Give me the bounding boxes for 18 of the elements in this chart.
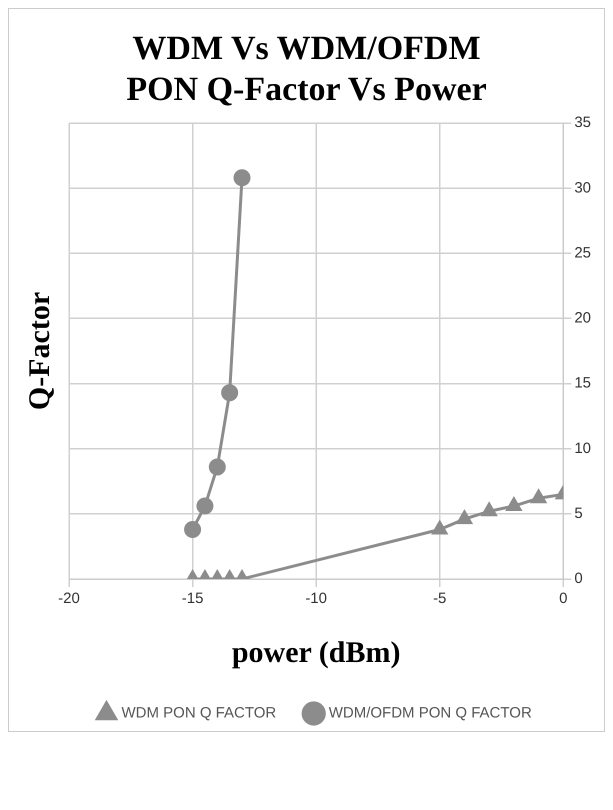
x-tick-label: -15 <box>182 590 204 607</box>
x-tick-label: -10 <box>305 590 327 607</box>
y-tick-label: 25 <box>574 244 592 262</box>
y-tick-label: 15 <box>574 374 592 392</box>
y-tick-label: 20 <box>574 309 592 326</box>
legend-label: WDM PON Q FACTOR <box>122 704 276 722</box>
y-tick-label: 10 <box>574 439 592 456</box>
x-tick-label: -20 <box>58 590 80 607</box>
x-axis-title: power (dBm) <box>232 635 400 668</box>
y-tick-label: 35 <box>574 114 592 131</box>
y-tick-label: 30 <box>574 178 592 196</box>
y-tick-label: 5 <box>574 504 583 522</box>
x-tick-label: 0 <box>559 590 568 607</box>
y-tick-label: 0 <box>574 570 583 587</box>
legend-label: WDM/OFDM PON Q FACTOR <box>328 704 532 722</box>
chart-title: WDM Vs WDM/OFDM PON Q-Factor Vs Power <box>125 29 488 110</box>
y-axis-title: Q-Factor <box>22 291 56 410</box>
x-tick-label: -5 <box>433 590 446 607</box>
